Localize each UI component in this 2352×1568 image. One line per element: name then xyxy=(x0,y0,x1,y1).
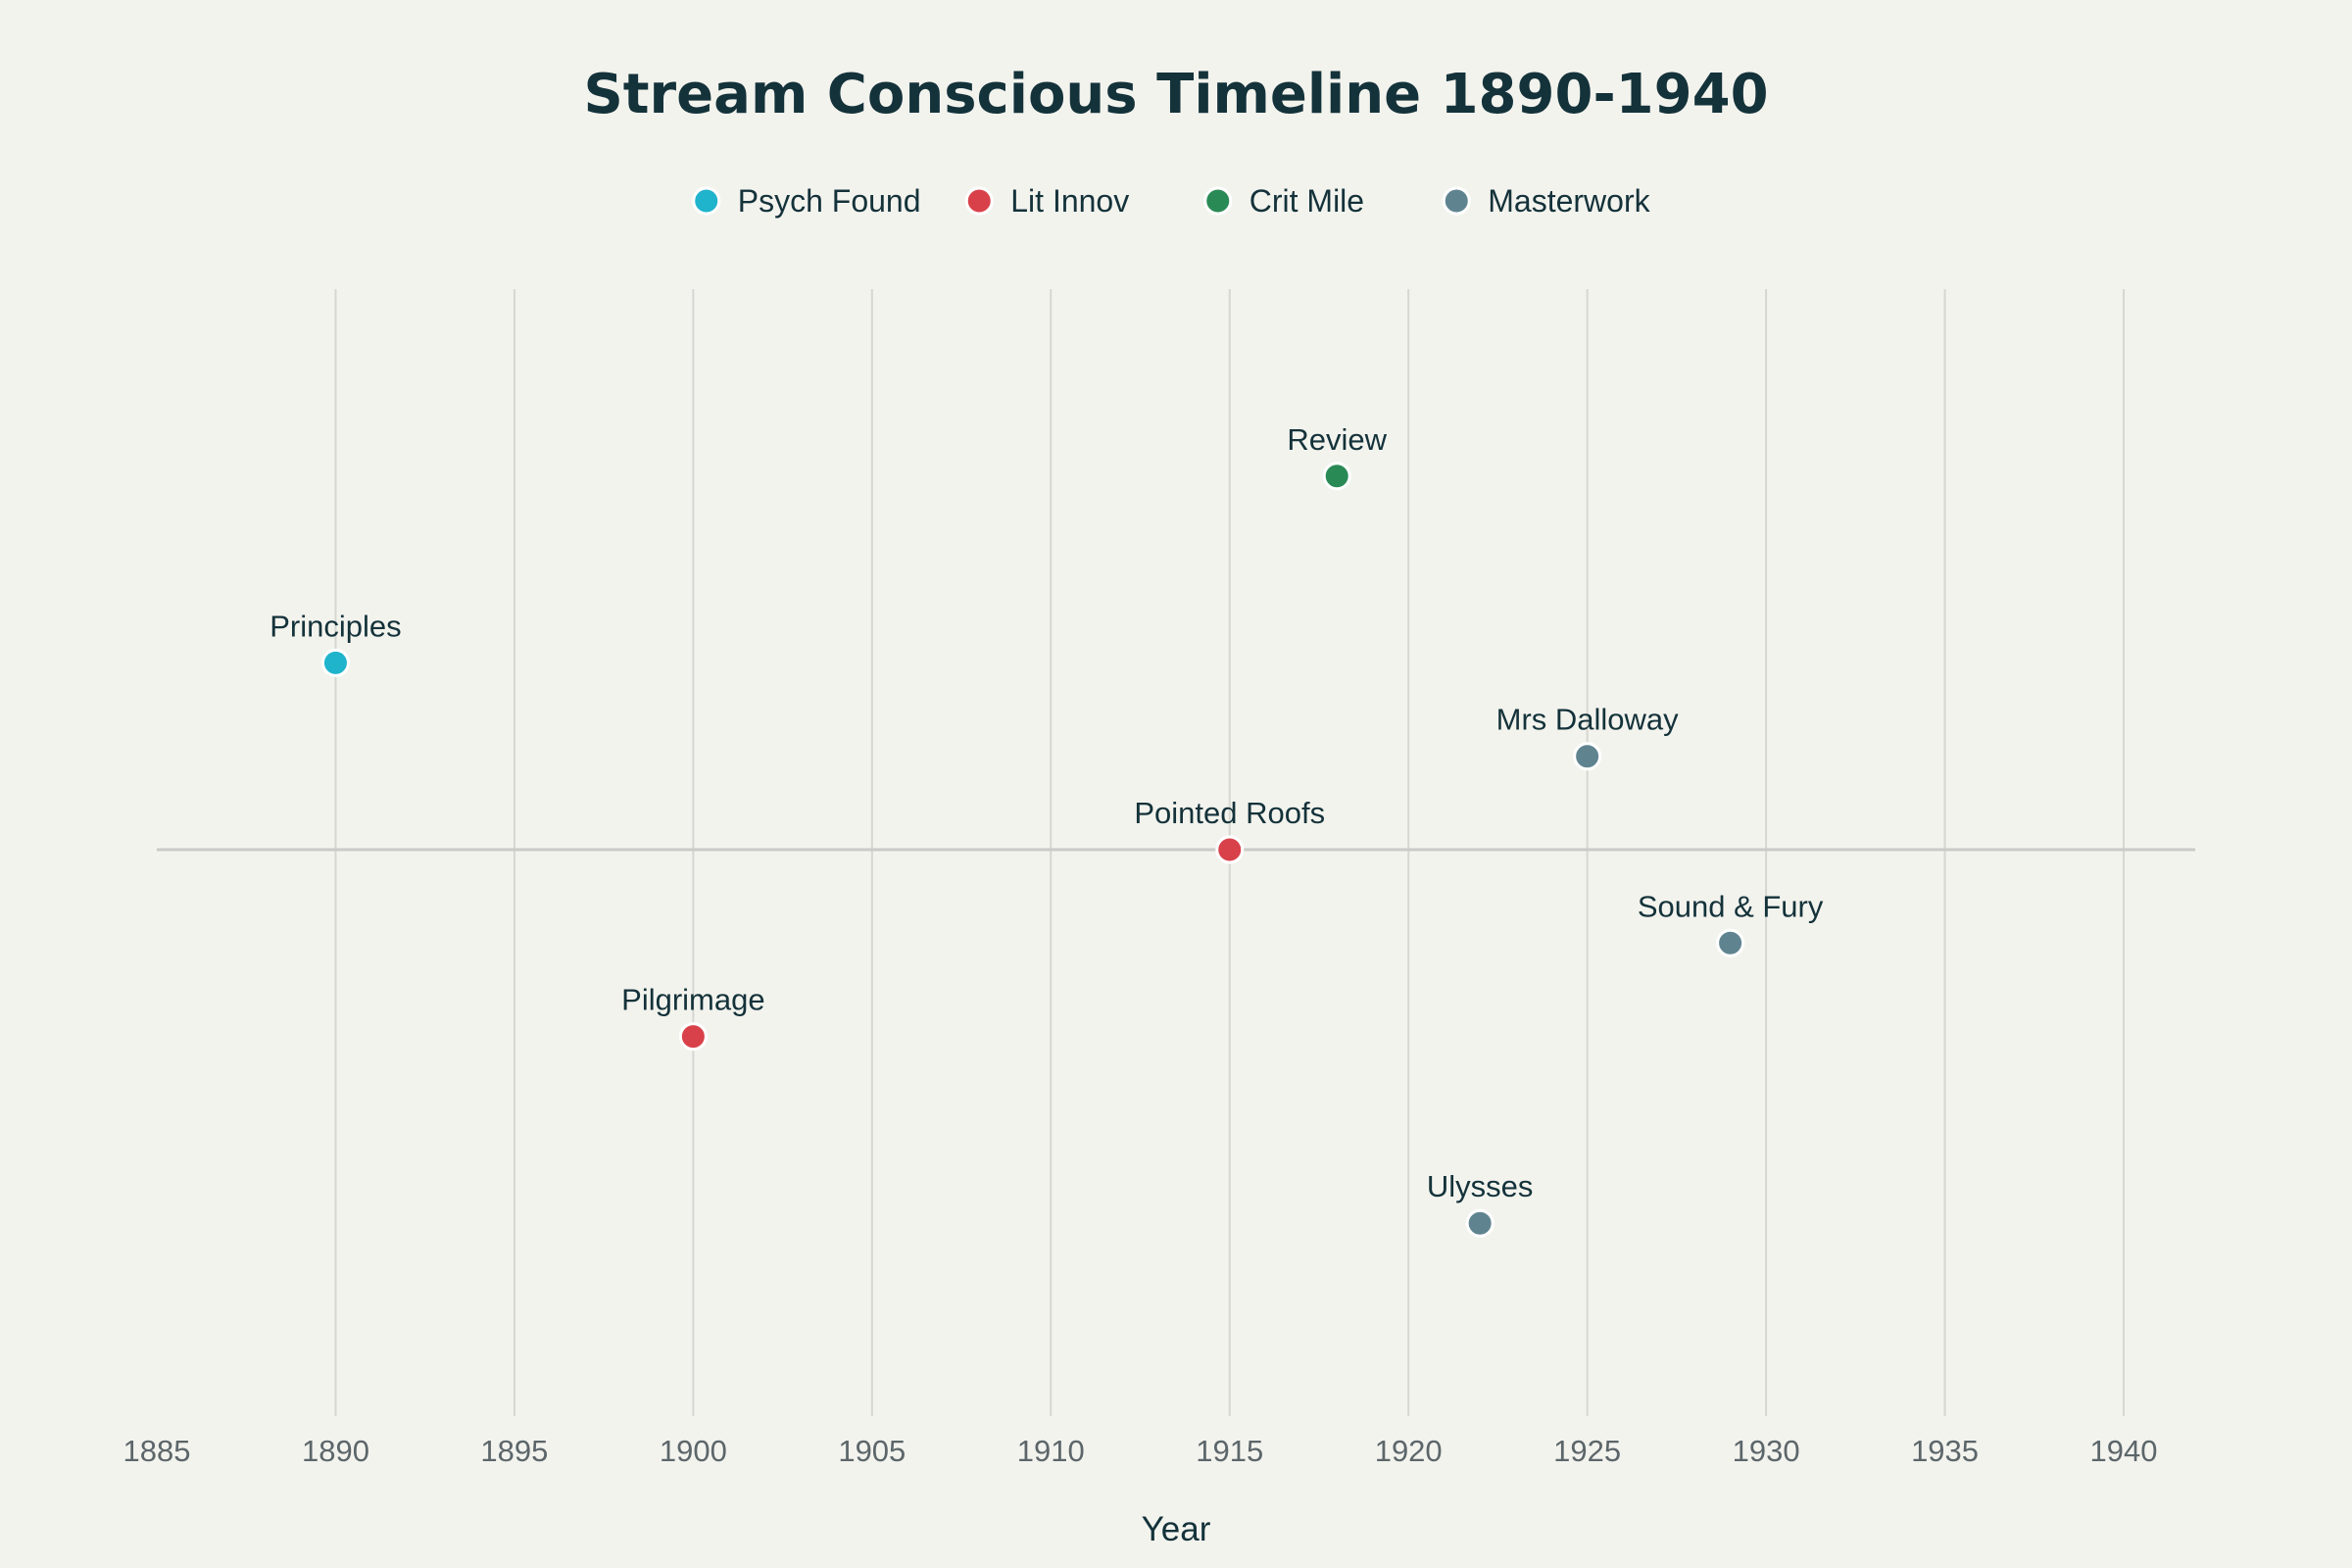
data-label: Pointed Roofs xyxy=(1134,796,1325,830)
x-tick-label: 1900 xyxy=(660,1434,727,1468)
data-point xyxy=(1215,835,1245,864)
x-tick-label: 1895 xyxy=(480,1434,548,1468)
x-tick-label: 1890 xyxy=(302,1434,369,1468)
legend: Psych Found Lit Innov Crit Mile Masterwork xyxy=(692,183,1651,219)
legend-marker xyxy=(964,186,994,216)
x-tick-label: 1935 xyxy=(1911,1434,1979,1468)
data-point xyxy=(1465,1208,1494,1238)
x-tick-label: 1885 xyxy=(123,1434,191,1468)
data-point xyxy=(1322,462,1351,491)
legend-marker xyxy=(1203,186,1233,216)
chart-title: Stream Conscious Timeline 1890-1940 xyxy=(583,63,1768,126)
x-tick-label: 1940 xyxy=(2090,1434,2158,1468)
legend-marker xyxy=(1442,186,1471,216)
legend-marker xyxy=(692,186,721,216)
data-point xyxy=(320,648,350,677)
data-label: Ulysses xyxy=(1427,1169,1534,1203)
x-axis-title: Year xyxy=(1142,1510,1211,1548)
data-label: Pilgrimage xyxy=(621,983,764,1017)
data-label: Mrs Dalloway xyxy=(1496,703,1680,737)
grid-lines xyxy=(157,289,2195,1416)
x-axis-ticks: 1885 1890 1895 1900 1905 1910 1915 1920 1925 1930… xyxy=(123,1434,2158,1468)
x-tick-label: 1910 xyxy=(1017,1434,1085,1468)
legend-label: Psych Found xyxy=(738,183,921,219)
legend-label: Lit Innov xyxy=(1010,183,1129,219)
data-point xyxy=(1716,928,1745,957)
data-points: Principles Pilgrimage Pointed Roofs Review U… xyxy=(270,422,1824,1238)
x-tick-label: 1925 xyxy=(1553,1434,1621,1468)
x-tick-label: 1905 xyxy=(838,1434,906,1468)
x-tick-label: 1915 xyxy=(1196,1434,1263,1468)
legend-label: Masterwork xyxy=(1488,183,1650,219)
x-tick-label: 1920 xyxy=(1375,1434,1443,1468)
data-label: Principles xyxy=(270,609,401,643)
data-point xyxy=(678,1022,708,1052)
data-label: Sound & Fury xyxy=(1638,889,1824,923)
data-label: Review xyxy=(1287,422,1387,457)
x-tick-label: 1930 xyxy=(1733,1434,1800,1468)
legend-label: Crit Mile xyxy=(1250,183,1364,219)
data-point xyxy=(1573,742,1602,771)
